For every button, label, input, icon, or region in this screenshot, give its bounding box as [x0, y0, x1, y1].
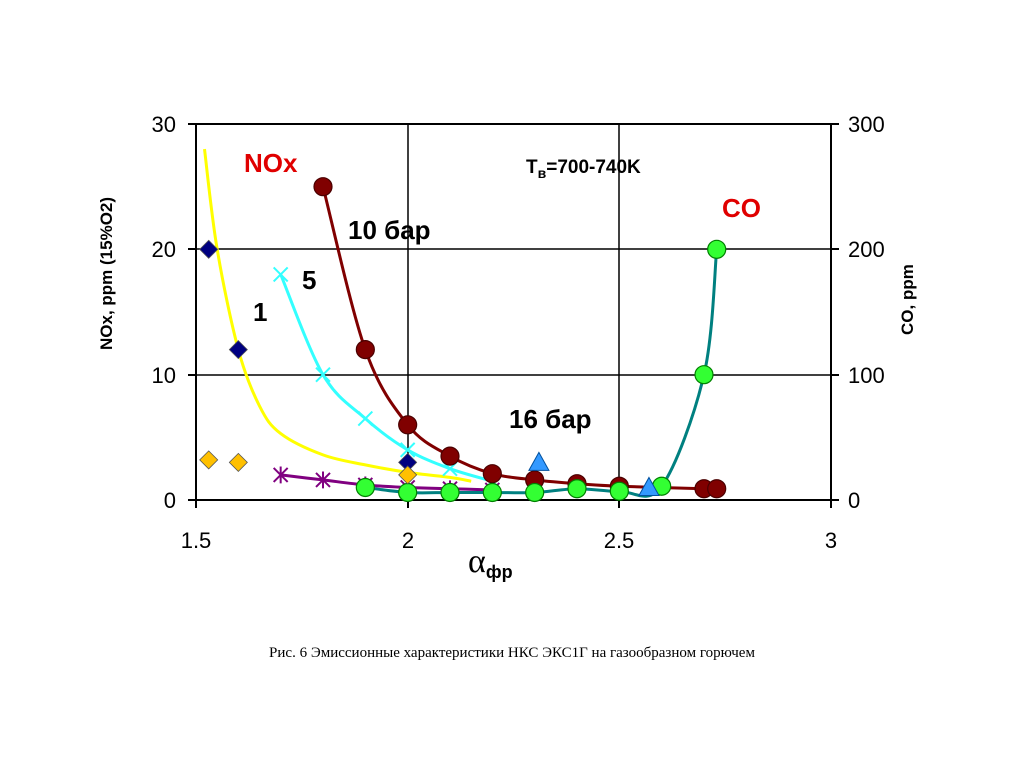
nox-10bar-point [313, 177, 333, 197]
nox-blue-diamond [228, 340, 248, 360]
nox-5bar-point [357, 410, 374, 427]
x-axis-label-main: α [468, 543, 486, 580]
x-axis-label-sub: фр [486, 562, 513, 582]
nox-10bar-point [707, 479, 727, 499]
co-point [355, 477, 375, 498]
nox-10bar-point [398, 415, 418, 435]
temperature-label: Tв=700-740K [526, 157, 641, 181]
temperature-main: T [526, 157, 538, 178]
series-layer [199, 148, 727, 503]
nox-10bar-point [482, 464, 502, 484]
nox-5bar-point [315, 366, 331, 383]
co-point [482, 482, 502, 503]
co-point [567, 479, 587, 499]
pressure-1-label: 1 [253, 297, 267, 327]
y-left-tick-label: 0 [164, 488, 176, 513]
y-right-tick-label: 200 [848, 237, 885, 262]
x-tick-label: 2 [402, 528, 414, 553]
nox-16bar-triangle [528, 451, 550, 471]
temperature-sub: в [538, 165, 547, 181]
figure-caption: Рис. 6 Эмиссионные характеристики НКС ЭК… [269, 645, 755, 661]
nox-16bar-point [272, 466, 289, 484]
y-right-tick-label: 100 [848, 363, 885, 388]
y-axis-label-right: CO, ppm [898, 264, 917, 335]
co-point [525, 482, 545, 503]
x-axis-label: αфр [468, 543, 513, 582]
y-right-tick-label: 300 [848, 112, 885, 137]
x-tick-label: 2.5 [604, 528, 635, 553]
co-point [707, 239, 727, 259]
y-left-tick-label: 30 [152, 112, 176, 137]
co-label: CO [722, 193, 761, 223]
nox-5bar-point [399, 442, 416, 458]
nox-1bar-line [203, 148, 472, 483]
y-left-tick-label: 10 [152, 363, 176, 388]
temperature-value: =700-740K [546, 157, 641, 178]
x-tick-label: 1.5 [181, 528, 212, 553]
y-right-tick-label: 0 [848, 488, 860, 513]
nox-16bar-triangle [638, 476, 660, 496]
nox-label: NOx [244, 148, 298, 178]
x-tick-label: 3 [825, 528, 837, 553]
co-point [609, 481, 629, 501]
nox-10bar-point [440, 446, 460, 466]
plot-area [195, 123, 832, 501]
nox-1bar-point [228, 452, 248, 472]
co-point [440, 482, 460, 503]
y-axis-label-left: NOx, ppm (15%O2) [97, 197, 116, 350]
nox-1bar-point [398, 465, 418, 485]
nox-blue-diamond [199, 239, 219, 259]
nox-10bar-point [355, 340, 375, 360]
pressure-10-label: 10 бар [348, 215, 431, 245]
nox-1bar-point [199, 450, 219, 470]
co-point [398, 482, 418, 503]
pressure-16-label: 16 бар [509, 404, 592, 434]
pressure-5-label: 5 [302, 265, 316, 295]
y-left-tick-label: 20 [152, 237, 176, 262]
nox-16bar-point [315, 471, 331, 489]
gridlines [196, 124, 831, 500]
nox-5bar-point [272, 266, 289, 283]
co-point [694, 365, 714, 385]
